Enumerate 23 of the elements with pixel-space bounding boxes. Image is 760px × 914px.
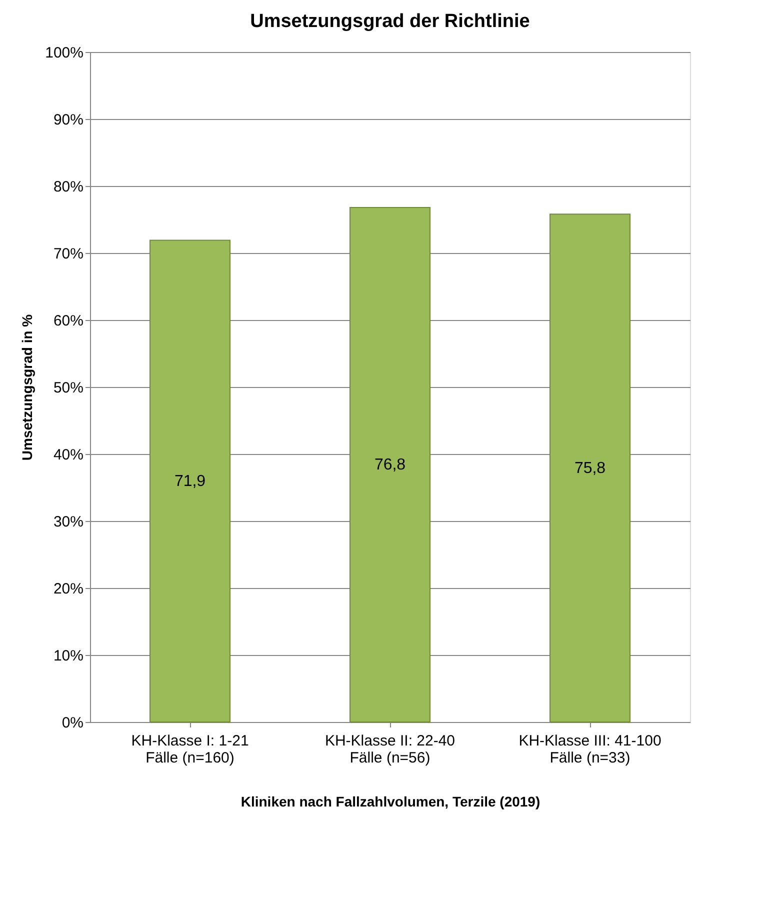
- y-tick-label: 10%: [53, 648, 84, 664]
- y-tick-label: 40%: [53, 446, 84, 464]
- bar: [550, 214, 630, 722]
- y-tick-label: 60%: [53, 312, 84, 330]
- y-tick-label: 80%: [53, 178, 84, 196]
- y-tick-label: 70%: [53, 246, 84, 262]
- bar: [150, 240, 230, 722]
- y-tick-label: 30%: [53, 514, 84, 530]
- data-label: 75,8: [574, 460, 606, 478]
- data-label: 71,9: [174, 473, 206, 490]
- y-tick-label: 100%: [45, 44, 84, 62]
- x-tick-label: KH-Klasse III: 41-100 Fälle (n=33): [518, 732, 662, 766]
- data-label: 76,8: [374, 456, 406, 474]
- y-tick-label: 20%: [53, 580, 84, 598]
- x-tick-label: KH-Klasse I: 1-21 Fälle (n=160): [131, 732, 249, 766]
- y-axis-title: Umsetzungsgrad in %: [19, 314, 36, 461]
- y-tick-label: 50%: [53, 380, 84, 396]
- chart-title: Umsetzungsgrad der Richtlinie: [250, 11, 530, 32]
- x-axis-title: Kliniken nach Fallzahlvolumen, Terzile (2019): [240, 794, 540, 810]
- bar: [350, 206, 430, 722]
- x-tick-label: KH-Klasse II: 22-40 Fälle (n=56): [324, 732, 456, 766]
- y-tick-label: 0%: [62, 714, 84, 732]
- y-tick-label: 90%: [53, 112, 84, 128]
